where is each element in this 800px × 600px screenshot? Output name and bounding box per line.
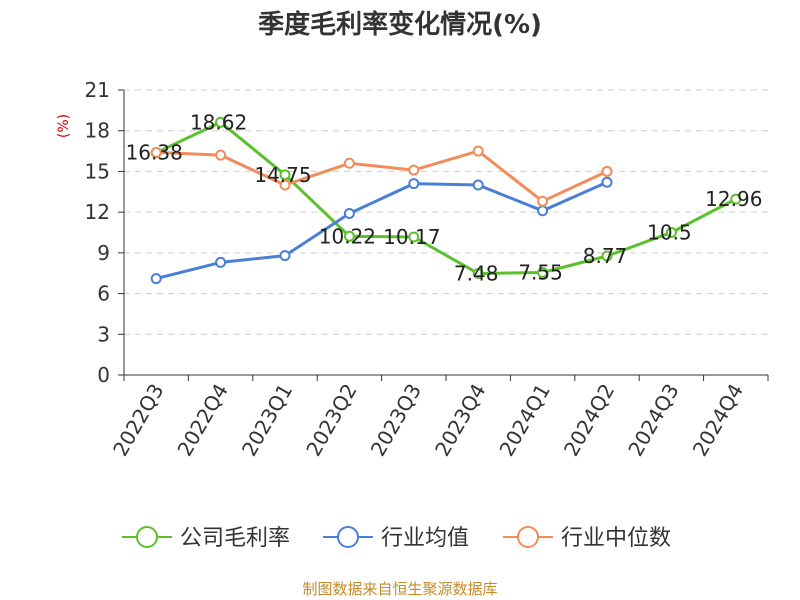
x-tick-label: 2023Q3 (366, 380, 426, 461)
y-tick-label: 6 (97, 282, 110, 306)
data-label: 10.17 (383, 225, 440, 249)
data-point (150, 146, 162, 158)
data-point (472, 267, 484, 279)
data-point (279, 179, 291, 191)
data-point (537, 205, 549, 217)
series-line (155, 180, 608, 281)
data-point (601, 176, 613, 188)
data-label: 7.55 (518, 261, 563, 285)
legend-label: 行业均值 (381, 526, 469, 551)
legend-label: 行业中位数 (561, 526, 671, 551)
x-tick-label: 2023Q4 (430, 380, 490, 461)
data-point (215, 149, 227, 161)
y-tick-label: 15 (85, 159, 110, 183)
data-point (343, 157, 355, 169)
data-point (665, 227, 677, 238)
data-point (343, 208, 355, 219)
data-point (730, 193, 742, 205)
data-point (215, 116, 227, 128)
legend-swatch-marker (136, 526, 158, 548)
data-point (279, 169, 291, 181)
data-label: 7.48 (454, 261, 499, 285)
legend-swatch-marker (517, 526, 539, 548)
data-point (408, 178, 420, 190)
x-tick-label: 2022Q3 (108, 380, 168, 461)
data-point (408, 231, 420, 243)
legend: 公司毛利率 行业均值 行业中位数 (122, 526, 671, 551)
data-label: 10.22 (319, 224, 376, 248)
chart-title: 季度毛利率变化情况(%) (258, 9, 542, 40)
y-tick-label: 0 (97, 363, 110, 387)
y-tick-label: 21 (85, 78, 110, 102)
data-point (343, 230, 355, 242)
series-line (155, 120, 737, 275)
data-labels: 16.38 18.62 14.75 10.22 10.17 7.48 7.55 8.77 10.… (126, 110, 763, 285)
data-label: 10.5 (647, 221, 692, 245)
data-point (472, 179, 484, 191)
y-tick-label: 12 (85, 200, 110, 224)
series-lines (150, 116, 742, 285)
data-point (601, 250, 613, 262)
data-label: 18.62 (190, 110, 247, 134)
data-label: 8.77 (583, 244, 628, 268)
data-point (279, 250, 291, 262)
y-tick-label: 18 (85, 119, 110, 143)
legend-label: 公司毛利率 (180, 526, 290, 551)
data-point (601, 165, 613, 177)
data-label: 14.75 (254, 163, 311, 187)
data-point (408, 164, 420, 176)
x-tick-label: 2023Q2 (301, 380, 361, 461)
x-tick-label: 2022Q4 (172, 380, 232, 461)
gridlines (124, 89, 768, 335)
legend-swatch-marker (337, 526, 359, 548)
data-label: 16.38 (126, 141, 183, 165)
data-point (537, 267, 549, 279)
x-tick-label: 2024Q2 (559, 380, 619, 461)
data-point (150, 273, 162, 285)
y-tick-label: 9 (97, 241, 110, 265)
x-tick-label: 2024Q1 (494, 380, 554, 461)
data-label: 12.96 (705, 187, 762, 211)
data-point (215, 256, 227, 268)
x-tick-label: 2024Q4 (688, 380, 748, 461)
y-tick-label: 3 (97, 322, 110, 346)
x-tick-label: 2023Q1 (237, 380, 297, 461)
source-note: 制图数据来自恒生聚源数据库 (302, 580, 497, 598)
data-point (537, 195, 549, 207)
x-tick-label: 2024Q3 (623, 380, 683, 461)
y-axis-unit: (%) (56, 114, 72, 138)
data-point (472, 145, 484, 157)
series-line (156, 149, 608, 203)
